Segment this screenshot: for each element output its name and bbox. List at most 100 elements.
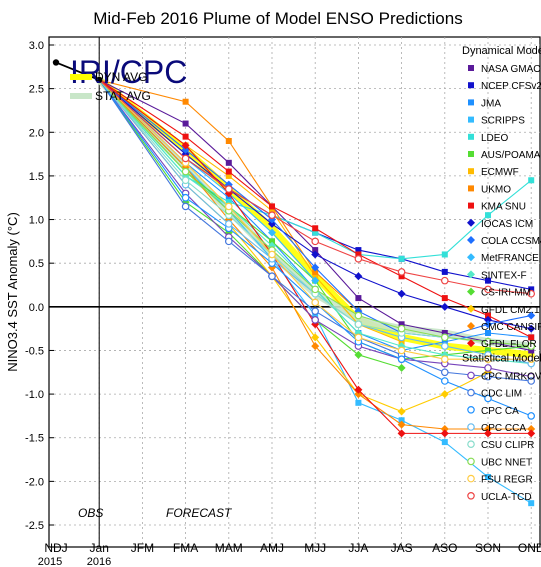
legend-label: SCRIPPS — [481, 116, 525, 127]
legend-marker — [467, 218, 475, 227]
data-point-kma-snu — [485, 312, 491, 319]
legend-label: CPC CA — [481, 406, 519, 417]
legend-marker — [467, 253, 475, 262]
series-line-gfdl-flor — [98, 79, 532, 434]
data-point-ucla-tcd — [225, 185, 233, 193]
data-point-fsu-regr — [311, 298, 320, 307]
legend-label: CSU CLIPR — [481, 440, 534, 451]
data-point-cdc-lim — [484, 372, 492, 381]
series-line-cmc-cansip — [98, 79, 532, 430]
data-point-fsu-regr — [527, 355, 536, 363]
data-point-gfdl-flor — [440, 429, 449, 438]
legend-label: COLA CCSM4 — [481, 236, 541, 247]
y-tick-label: 3.0 — [29, 40, 44, 52]
legend-label: UCLA-TCD — [481, 492, 532, 503]
legend-marker — [467, 339, 475, 348]
series-line-ukmo — [99, 79, 359, 312]
data-point-ncep-cfsv2 — [441, 268, 448, 275]
data-point-scripps — [398, 417, 405, 424]
legend-label: GFDL CM2.1 — [481, 305, 540, 316]
legend-label: CPC MRKOV — [481, 371, 541, 382]
y-tick-label: -0.5 — [25, 345, 44, 357]
forecast-label: FORECAST — [166, 506, 233, 520]
data-point-kma-snu — [312, 225, 319, 232]
y-tick-label: -1.0 — [25, 389, 44, 401]
y-tick-label: 0.5 — [29, 258, 44, 270]
series-line-cdc-lim — [98, 79, 532, 382]
legend-label: UKMO — [481, 184, 511, 195]
data-point-gfdl-cm2-1 — [397, 407, 406, 416]
data-point-cdc-lim — [225, 237, 233, 246]
data-point-iocas-icm — [440, 302, 449, 311]
data-point-cdc-lim — [268, 272, 276, 281]
x-tick-label: JJA — [348, 541, 368, 555]
legend-marker — [467, 322, 475, 330]
data-point-ukmo — [225, 138, 232, 144]
legend-marker — [468, 82, 474, 89]
data-point-iocas-icm — [484, 315, 492, 324]
data-point-nasa-gmao — [398, 321, 405, 328]
legend-label: CS-IRI-MM — [481, 288, 531, 299]
legend-header-statistical: Statistical Models — [462, 352, 541, 364]
legend-label: LDEO — [481, 133, 508, 144]
legend-label: CMC CANSIP — [481, 322, 541, 333]
data-point-ncep-cfsv2 — [528, 286, 535, 293]
legend-label: UBC NNET — [481, 457, 532, 468]
data-point-jma — [485, 330, 491, 336]
data-point-ecmwf — [225, 172, 232, 179]
avg-legend-label: STAT AVG — [95, 89, 151, 103]
data-point-cmc-cansip — [484, 425, 492, 433]
data-point-scripps — [528, 500, 535, 507]
plot-frame — [48, 36, 541, 548]
data-point-scripps — [355, 399, 362, 406]
data-point-gfdl-flor — [484, 429, 492, 438]
observed-point — [52, 59, 60, 66]
series-line-fsu-regr — [98, 79, 532, 360]
legend-marker — [467, 474, 475, 483]
legend-marker — [468, 202, 474, 209]
y-tick-label: 0.0 — [29, 302, 44, 314]
obs-label: OBS — [78, 506, 103, 520]
data-point-ecmwf — [312, 273, 319, 280]
data-point-kma-snu — [398, 273, 405, 280]
data-point-ubc-nnet — [354, 311, 363, 320]
data-point-ldeo — [441, 251, 448, 258]
legend-label: ECMWF — [481, 167, 519, 178]
data-point-fsu-regr — [484, 355, 492, 363]
x-tick-label: NDJ — [44, 541, 67, 555]
legend-marker — [468, 168, 474, 175]
y-tick-label: 2.5 — [29, 84, 44, 96]
year-label-2016: 2016 — [87, 556, 111, 567]
data-point-scripps — [485, 474, 491, 480]
data-point-metfrance — [268, 228, 276, 237]
data-point-cpc-ca — [397, 355, 406, 363]
data-point-ldeo — [398, 255, 405, 262]
series-line-ucla-tcd — [98, 79, 532, 295]
legend-label: GFDL FLOR — [481, 339, 537, 350]
watermark-iri-cpc: IRI/CPC — [70, 54, 187, 90]
y-tick-label: -1.5 — [25, 433, 44, 445]
data-point-cmc-cansip — [440, 425, 449, 433]
legend-label: FSU REGR — [481, 475, 533, 486]
data-point-kma-snu — [225, 168, 232, 175]
data-point-ubc-nnet — [181, 167, 190, 176]
data-point-fsu-regr — [397, 346, 406, 355]
data-point-nasa-gmao — [312, 247, 319, 254]
series-line-cola-ccsm4 — [98, 79, 532, 338]
average-legend: DYN AVG STAT AVG — [70, 70, 151, 103]
data-point-scripps — [312, 312, 319, 319]
series-line-cpc-mrkov — [98, 79, 532, 378]
legend-label: SINTEX-F — [481, 270, 527, 281]
data-point-ldeo — [528, 177, 535, 184]
data-point-ubc-nnet — [484, 337, 492, 346]
data-point-cpc-mrkov — [311, 316, 320, 324]
data-point-ucla-tcd — [527, 289, 536, 298]
legend-marker — [468, 151, 474, 157]
data-point-cpc-mrkov — [484, 364, 492, 372]
data-point-gfdl-cm2-1 — [311, 333, 320, 342]
series-line-kma-snu — [98, 79, 532, 338]
data-point-ucla-tcd — [440, 276, 449, 285]
data-point-cmc-cansip — [527, 425, 536, 433]
x-tick-label: ASO — [432, 541, 457, 555]
data-point-kma-snu — [355, 251, 362, 258]
